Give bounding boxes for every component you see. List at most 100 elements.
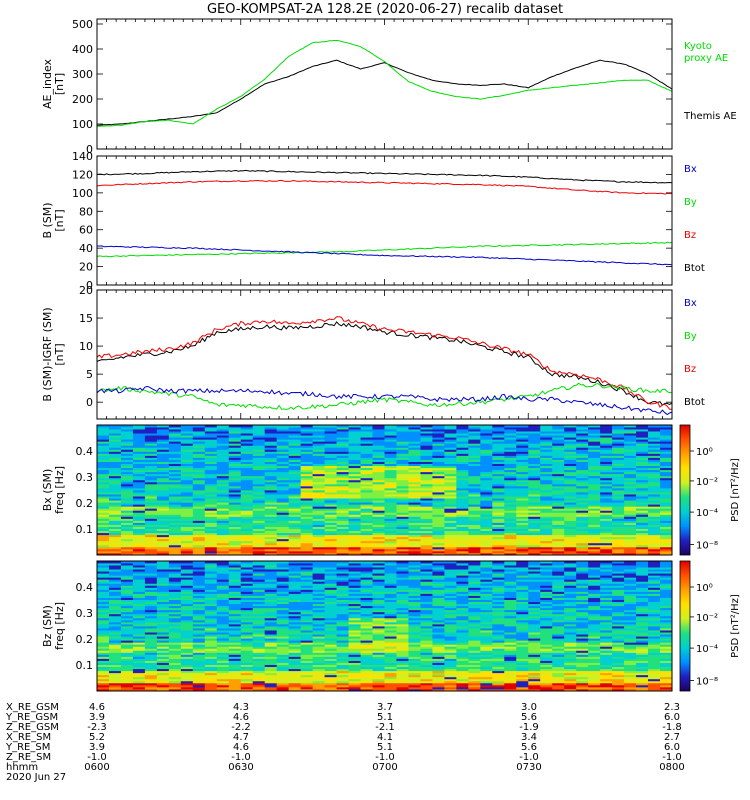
spectrogram-cell	[492, 433, 505, 436]
spectrogram-cell	[240, 686, 254, 690]
spectrogram-cell	[636, 435, 649, 438]
spectrogram-cell	[168, 652, 182, 655]
spectrogram-cell	[360, 463, 373, 467]
spectrogram-cell	[348, 581, 361, 584]
spectrogram-cell	[192, 506, 206, 509]
spectrogram-cell	[228, 561, 242, 564]
spectrogram-cell	[540, 536, 553, 540]
spectrogram-cell	[192, 532, 206, 536]
spectrogram-cell	[204, 581, 218, 584]
spectrogram-cell	[312, 650, 326, 653]
spectrogram-cell	[612, 550, 625, 554]
spectrogram-cell	[108, 429, 122, 432]
spectrogram-cell	[588, 526, 601, 529]
spectrogram-cell	[168, 642, 182, 645]
spectrogram-cell	[468, 508, 481, 511]
spectrogram-cell	[348, 630, 361, 633]
spectrogram-cell	[132, 461, 146, 464]
spectrogram-cell	[216, 506, 230, 509]
spectrogram-cell	[192, 652, 206, 655]
spectrogram-cell	[252, 573, 266, 576]
spectrogram-cell	[660, 530, 673, 534]
spectrogram-cell	[300, 648, 314, 651]
spectrogram-cell	[108, 583, 122, 586]
spectrogram-cell	[552, 542, 565, 546]
spectrogram-cell	[444, 475, 457, 479]
spectrogram-cell	[564, 475, 577, 479]
spectrogram-cell	[240, 492, 254, 495]
spectrogram-cell	[132, 619, 146, 623]
spectrogram-cell	[600, 502, 613, 505]
spectrogram-cell	[156, 506, 170, 509]
spectrogram-cell	[288, 579, 302, 582]
spectrogram-cell	[348, 516, 361, 519]
spectrogram-cell	[192, 601, 206, 605]
spectrogram-cell	[168, 674, 182, 678]
spectrogram-cell	[228, 579, 242, 582]
spectrogram-cell	[588, 536, 601, 540]
spectrogram-cell	[528, 518, 541, 521]
spectrogram-cell	[384, 479, 397, 483]
spectrogram-cell	[240, 552, 254, 556]
spectrogram-cell	[348, 445, 361, 448]
spectrogram-cell	[144, 526, 158, 529]
spectrogram-cell	[384, 500, 397, 503]
spectrogram-cell	[216, 498, 230, 501]
spectrogram-cell	[97, 492, 110, 495]
spectrogram-cell	[660, 512, 673, 515]
spectrogram-cell	[252, 425, 266, 428]
spectrogram-cell	[456, 437, 469, 440]
spectrogram-cell	[276, 603, 290, 607]
spectrogram-cell	[576, 508, 589, 511]
spectrogram-cell	[348, 465, 361, 469]
spectrogram-cell	[336, 628, 349, 631]
spectrogram-cell	[144, 492, 158, 495]
spectrogram-cell	[108, 646, 122, 649]
spectrogram-cell	[228, 583, 242, 586]
spectrogram-cell	[348, 613, 361, 617]
spectrogram-cell	[276, 441, 290, 444]
spectrogram-cell	[288, 506, 302, 509]
spectrogram-cell	[192, 427, 206, 430]
spectrogram-cell	[660, 510, 673, 513]
spectrogram-cell	[132, 532, 146, 536]
spectrogram-cell	[468, 433, 481, 436]
spectrogram-cell	[588, 487, 601, 491]
spectrogram-cell	[444, 528, 457, 532]
spectrogram-cell	[108, 603, 122, 607]
spectrogram-cell	[192, 425, 206, 428]
spectrogram-cell	[612, 508, 625, 511]
spectrogram-cell	[156, 546, 170, 550]
spectrogram-cell	[264, 475, 278, 479]
spectrogram-cell	[180, 630, 194, 633]
spectrogram-cell	[432, 439, 445, 442]
spectrogram-cell	[324, 652, 337, 655]
spectrogram-cell	[108, 546, 122, 550]
spectrogram-cell	[612, 490, 625, 493]
spectrogram-cell	[300, 427, 314, 430]
spectrogram-cell	[396, 520, 409, 523]
y-tick-label: 120	[72, 168, 93, 181]
spectrogram-cell	[324, 550, 337, 554]
spectrogram-cell	[336, 630, 349, 633]
spectrogram-cell	[336, 597, 349, 600]
spectrogram-cell	[660, 445, 673, 448]
spectrogram-cell	[552, 510, 565, 513]
spectrogram-cell	[612, 437, 625, 440]
spectrogram-cell	[204, 638, 218, 641]
spectrogram-cell	[588, 471, 601, 475]
spectrogram-cell	[624, 431, 637, 434]
spectrogram-cell	[312, 680, 326, 684]
spectrogram-cell	[144, 575, 158, 578]
spectrogram-cell	[144, 601, 158, 605]
spectrogram-cell	[360, 668, 373, 672]
spectrogram-cell	[120, 571, 134, 574]
spectrogram-cell	[144, 504, 158, 507]
spectrogram-cell	[396, 447, 409, 450]
spectrogram-cell	[240, 605, 254, 609]
spectrogram-cell	[204, 534, 218, 538]
spectrogram-cell	[264, 451, 278, 454]
spectrogram-cell	[360, 654, 373, 657]
spectrogram-cell	[204, 569, 218, 572]
spectrogram-cell	[168, 678, 182, 682]
